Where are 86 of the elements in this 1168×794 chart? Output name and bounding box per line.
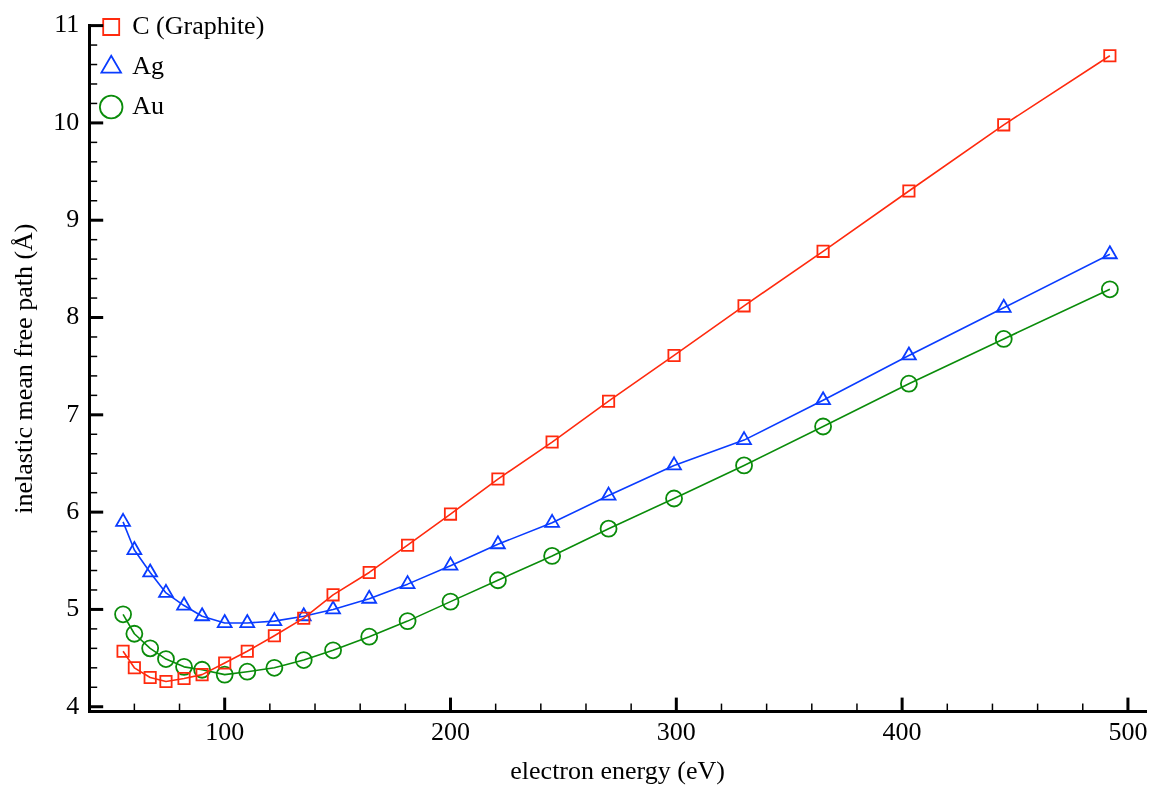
point	[158, 583, 174, 598]
point	[267, 629, 281, 643]
point	[215, 665, 234, 684]
point	[295, 607, 312, 622]
point	[361, 589, 378, 604]
point	[218, 656, 232, 670]
point	[600, 486, 617, 501]
point	[362, 565, 376, 580]
point	[489, 571, 507, 590]
point	[816, 244, 830, 258]
point	[159, 674, 173, 688]
point	[360, 627, 379, 646]
x-tick-label: 100	[205, 717, 245, 747]
point	[901, 346, 917, 361]
point	[127, 661, 141, 675]
point	[116, 644, 130, 658]
point	[667, 348, 681, 363]
point	[544, 513, 560, 528]
point	[194, 607, 210, 622]
point	[326, 588, 340, 602]
y-axis-title: inelastic mean free path (Å)	[9, 223, 39, 514]
point	[266, 612, 283, 627]
point	[141, 639, 160, 658]
point	[1102, 245, 1118, 260]
y-tick-label: 10	[53, 106, 80, 136]
point	[491, 472, 505, 486]
y-tick-label: 6	[66, 495, 80, 525]
point	[543, 547, 562, 565]
point	[177, 671, 191, 686]
point	[143, 670, 157, 685]
x-tick-label: 500	[1108, 717, 1148, 747]
y-tick-label: 5	[66, 593, 80, 623]
point	[239, 614, 256, 628]
point	[602, 394, 616, 408]
point	[126, 541, 143, 555]
point	[142, 563, 158, 578]
x-tick-label: 300	[656, 717, 696, 747]
point	[736, 431, 752, 446]
legend-label: Au	[132, 90, 164, 120]
point	[193, 660, 212, 679]
point	[902, 184, 916, 198]
point	[265, 658, 284, 677]
x-axis-title: electron energy (eV)	[510, 756, 725, 786]
point	[666, 456, 682, 471]
point	[545, 435, 559, 449]
point	[815, 391, 831, 406]
point	[599, 519, 618, 538]
point	[238, 662, 257, 681]
point	[490, 535, 506, 550]
y-tick-label: 8	[66, 301, 80, 331]
point	[157, 650, 175, 668]
point	[441, 592, 460, 611]
legend-label: C (Graphite)	[132, 10, 265, 40]
y-tick-label: 9	[66, 204, 80, 234]
point	[997, 118, 1011, 132]
x-tick-label: 400	[882, 717, 922, 747]
point	[324, 641, 342, 660]
point	[1100, 280, 1119, 299]
point	[216, 614, 233, 628]
point	[995, 298, 1012, 313]
legend-label: Ag	[132, 50, 164, 80]
point	[325, 600, 341, 615]
point	[398, 612, 417, 631]
point	[115, 512, 131, 527]
point	[900, 374, 918, 393]
y-tick-label: 4	[66, 690, 80, 720]
point	[294, 651, 313, 669]
point	[442, 556, 459, 571]
point	[994, 330, 1013, 348]
point	[297, 611, 311, 625]
point	[125, 624, 144, 643]
point	[114, 605, 132, 624]
point	[814, 417, 832, 436]
point	[1103, 49, 1117, 63]
point	[401, 538, 415, 552]
point	[240, 644, 254, 658]
point	[399, 575, 416, 590]
x-tick-label: 200	[431, 717, 470, 747]
y-tick-label: 7	[66, 398, 80, 428]
y-tick-label: 11	[54, 9, 80, 39]
point	[665, 489, 683, 508]
point	[176, 596, 192, 611]
point	[735, 456, 753, 475]
point	[737, 299, 751, 313]
point	[175, 657, 193, 676]
point	[443, 507, 458, 521]
